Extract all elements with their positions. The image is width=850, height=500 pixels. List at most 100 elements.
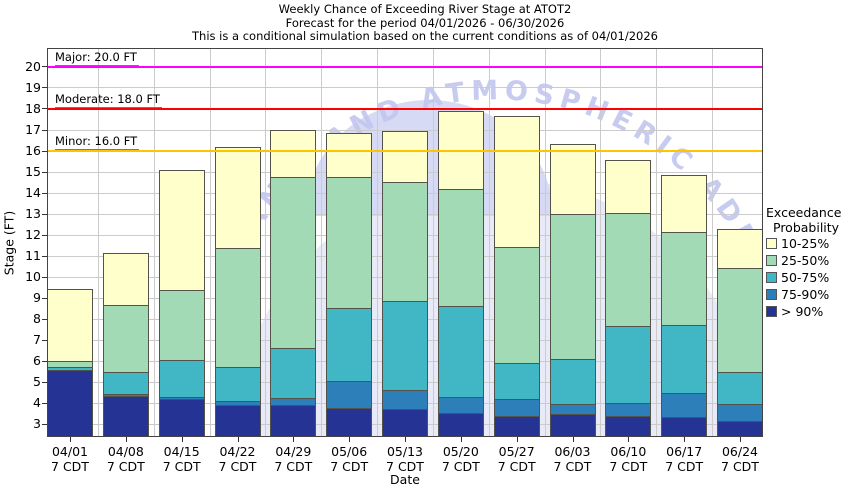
x-gridline	[600, 48, 602, 437]
bar-segment	[382, 389, 428, 410]
x-tick-label: 05/06 7 CDT	[317, 444, 381, 474]
threshold-line-moderate	[47, 107, 763, 110]
x-tick-time: 7 CDT	[386, 459, 424, 474]
bar-segment	[717, 404, 763, 423]
y-tick-mark	[42, 423, 47, 425]
legend-swatch	[766, 238, 777, 249]
x-tick-time: 7 CDT	[609, 459, 648, 474]
legend-swatch	[766, 289, 777, 300]
y-tick-label: 14	[25, 185, 41, 201]
x-tick-date: 04/22	[219, 444, 256, 459]
bar-segment	[605, 403, 652, 417]
bar-segment	[214, 366, 261, 403]
y-tick-mark	[42, 192, 47, 194]
bar-segment	[47, 369, 93, 437]
legend-swatch	[766, 255, 777, 266]
bar-segment	[102, 304, 149, 373]
x-tick-label: 04/15 7 CDT	[150, 444, 214, 474]
y-tick-label: 15	[25, 164, 41, 180]
x-tick-time: 7 CDT	[497, 459, 536, 474]
x-tick-mark	[237, 437, 239, 442]
y-tick-label: 5	[33, 374, 41, 390]
bar-segment	[605, 213, 652, 327]
y-tick-mark	[42, 339, 47, 341]
x-tick-time: 7 CDT	[51, 459, 89, 474]
x-tick-mark	[572, 437, 574, 442]
y-tick-label: 4	[33, 395, 41, 411]
bar-segment	[437, 305, 484, 399]
bar-segment	[661, 231, 708, 326]
y-tick-mark	[42, 66, 47, 68]
x-tick-label: 05/27 7 CDT	[485, 444, 549, 474]
x-tick-label: 04/22 7 CDT	[206, 444, 270, 474]
chart-subtitle-2: This is a conditional simulation based o…	[192, 29, 658, 43]
bar-segment	[661, 392, 708, 418]
x-tick-date: 04/08	[107, 444, 144, 459]
x-axis-title: Date	[390, 472, 420, 487]
plot-area: Stage (FT) Date EANIC AND ATMOSPHERIC AD…	[2, 48, 763, 487]
bar-segment	[493, 363, 540, 401]
legend-swatch	[766, 272, 777, 283]
x-tick-date: 05/13	[386, 444, 424, 459]
bar-segment	[326, 381, 373, 409]
x-tick-mark	[405, 437, 406, 442]
bar-segment	[605, 160, 652, 215]
y-tick-label: 12	[25, 227, 41, 243]
bar-segment	[493, 399, 540, 417]
bar-segment	[437, 412, 484, 437]
bar-segment	[382, 181, 428, 303]
legend-label: 10-25%	[781, 236, 830, 251]
y-tick-mark	[42, 234, 47, 236]
legend-item: 75-90%	[766, 286, 850, 303]
legend-label: 75-90%	[781, 287, 830, 302]
x-tick-date: 06/03	[554, 444, 591, 459]
x-tick-date: 04/15	[163, 444, 200, 459]
y-tick-mark	[42, 276, 47, 278]
x-tick-time: 7 CDT	[665, 459, 704, 474]
y-tick-label: 13	[25, 206, 41, 222]
bar-segment	[493, 415, 540, 437]
bar-segment	[47, 288, 93, 363]
bar-segment	[549, 143, 596, 216]
y-gridline	[47, 129, 763, 131]
x-tick-mark	[181, 437, 183, 442]
bar-segment	[326, 307, 373, 383]
bar-segment	[270, 130, 317, 179]
y-tick-label: 3	[33, 416, 41, 432]
x-tick-time: 7 CDT	[106, 459, 145, 474]
x-gridline	[321, 48, 323, 437]
bar-segment	[717, 228, 763, 269]
y-tick-mark	[42, 402, 47, 404]
bar-segment	[493, 116, 540, 248]
x-gridline	[656, 48, 658, 437]
threshold-label-minor: Minor: 16.0 FT	[55, 134, 140, 151]
x-tick-date: 05/06	[331, 444, 368, 459]
bar-segment	[158, 360, 205, 399]
x-tick-mark	[349, 437, 351, 442]
legend-title-line1: Exceedance	[766, 205, 842, 220]
legend-item: > 90%	[766, 303, 850, 320]
chart-title: Weekly Chance of Exceeding River Stage a…	[278, 2, 572, 16]
bar-segment	[661, 324, 708, 394]
y-tick-label: 17	[25, 122, 41, 137]
bar-segment	[270, 177, 317, 349]
x-tick-date: 06/24	[721, 444, 759, 459]
x-tick-mark	[684, 437, 686, 442]
y-tick-label: 11	[25, 248, 41, 264]
threshold-line-major	[47, 65, 763, 68]
x-tick-time: 7 CDT	[553, 459, 592, 474]
y-tick-label: 7	[33, 332, 41, 348]
y-tick-label: 9	[33, 290, 41, 306]
bar-segment	[214, 405, 261, 437]
x-gridline	[265, 48, 267, 437]
legend-items: 10-25% 25-50% 50-75% 75-90% > 90%	[766, 235, 850, 320]
bar-segment	[158, 399, 205, 437]
bar-segment	[717, 267, 763, 373]
x-tick-time: 7 CDT	[721, 459, 759, 474]
x-tick-time: 7 CDT	[162, 459, 201, 474]
x-gridline	[97, 48, 99, 437]
chart-titles: Weekly Chance of Exceeding River Stage a…	[0, 2, 850, 44]
bar-segment	[549, 404, 596, 415]
y-tick-mark	[42, 360, 47, 362]
x-tick-label: 04/08 7 CDT	[94, 444, 158, 474]
